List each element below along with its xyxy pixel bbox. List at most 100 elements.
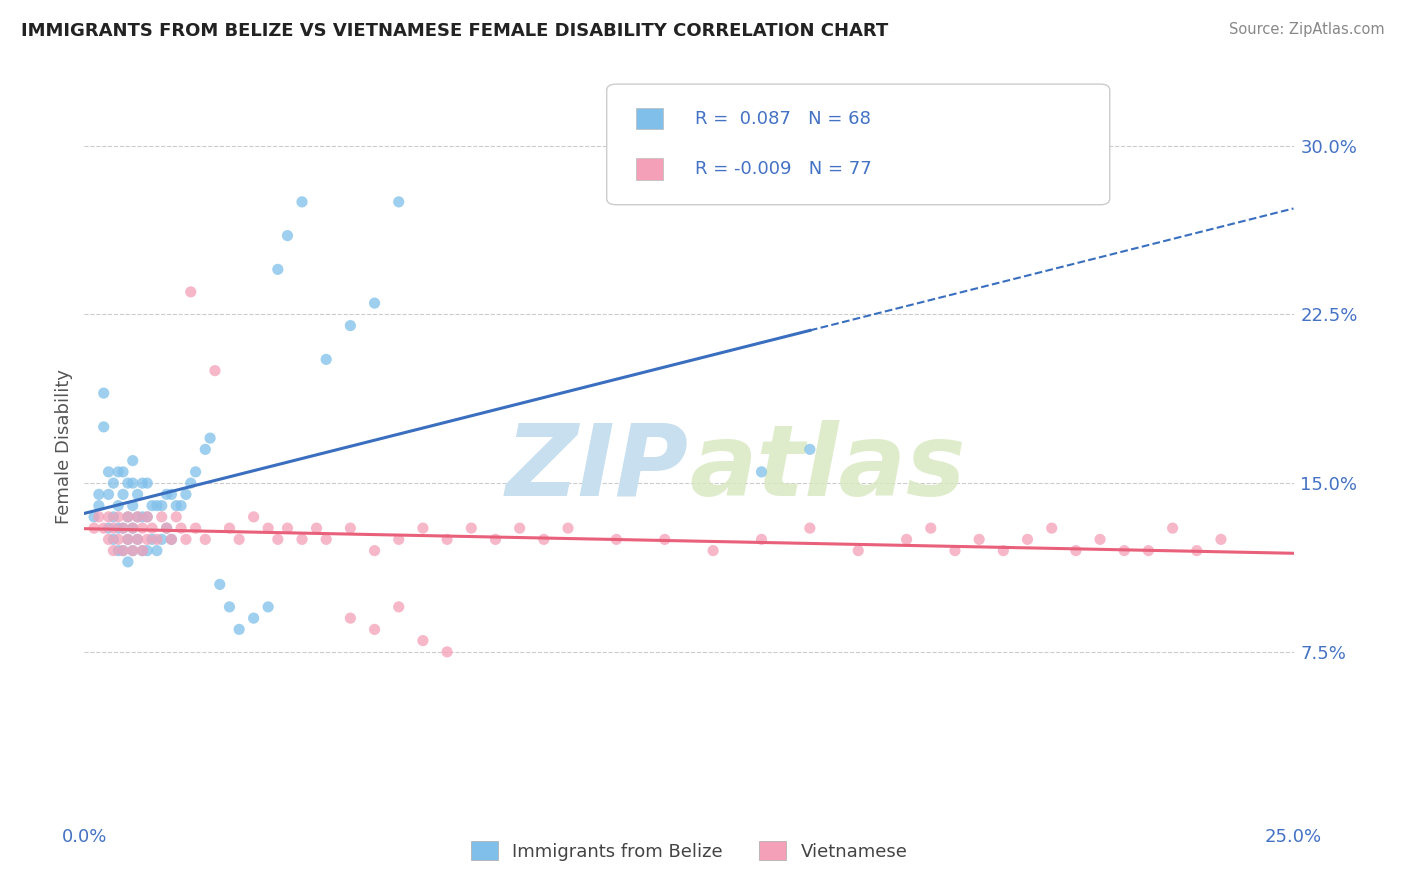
Point — [484, 533, 506, 547]
Point — [654, 533, 676, 547]
Text: atlas: atlas — [689, 420, 966, 517]
Point — [136, 509, 159, 524]
Point — [136, 543, 159, 558]
Point — [103, 543, 125, 558]
Point — [146, 499, 169, 513]
FancyBboxPatch shape — [636, 108, 664, 129]
Point — [846, 543, 869, 558]
Point — [605, 533, 627, 547]
Point — [194, 533, 217, 547]
Point — [97, 521, 120, 535]
Point — [150, 499, 173, 513]
Point — [257, 521, 280, 535]
Point — [103, 476, 125, 491]
Point — [305, 521, 328, 535]
Point — [165, 509, 187, 524]
Text: Source: ZipAtlas.com: Source: ZipAtlas.com — [1229, 22, 1385, 37]
Point — [751, 533, 773, 547]
Point — [1137, 543, 1160, 558]
Y-axis label: Female Disability: Female Disability — [55, 368, 73, 524]
Point — [131, 543, 153, 558]
Point — [127, 509, 149, 524]
FancyBboxPatch shape — [607, 84, 1109, 205]
Point — [121, 521, 143, 535]
Point — [107, 543, 129, 558]
Point — [150, 533, 173, 547]
Point — [117, 509, 139, 524]
Point — [117, 533, 139, 547]
Point — [103, 533, 125, 547]
Point — [117, 476, 139, 491]
Point — [83, 509, 105, 524]
Point — [112, 487, 135, 501]
Point — [97, 465, 120, 479]
Point — [291, 533, 314, 547]
Point — [141, 533, 163, 547]
Point — [127, 533, 149, 547]
Point — [136, 509, 159, 524]
Point — [218, 599, 240, 614]
Point — [174, 533, 197, 547]
Point — [799, 521, 821, 535]
Point — [107, 499, 129, 513]
Point — [103, 509, 125, 524]
Point — [131, 509, 153, 524]
Point — [388, 194, 411, 209]
Point — [146, 533, 169, 547]
Point — [83, 521, 105, 535]
Text: ZIP: ZIP — [506, 420, 689, 517]
Legend: Immigrants from Belize, Vietnamese: Immigrants from Belize, Vietnamese — [464, 834, 914, 868]
Point — [155, 521, 177, 535]
Point — [146, 543, 169, 558]
Point — [87, 509, 110, 524]
Point — [131, 521, 153, 535]
Point — [180, 476, 202, 491]
Point — [218, 521, 240, 535]
Point — [155, 521, 177, 535]
Point — [276, 521, 298, 535]
Point — [339, 318, 361, 333]
Point — [533, 533, 555, 547]
Point — [208, 577, 231, 591]
Point — [257, 599, 280, 614]
Point — [112, 465, 135, 479]
Point — [267, 533, 290, 547]
Point — [228, 533, 250, 547]
Point — [943, 543, 966, 558]
Point — [388, 533, 411, 547]
Point — [141, 499, 163, 513]
Point — [107, 521, 129, 535]
Point — [242, 611, 264, 625]
Point — [160, 533, 183, 547]
Point — [121, 543, 143, 558]
Point — [388, 599, 411, 614]
Point — [121, 543, 143, 558]
Point — [702, 543, 724, 558]
Point — [107, 533, 129, 547]
Point — [121, 499, 143, 513]
Point — [799, 442, 821, 457]
Point — [180, 285, 202, 299]
Point — [97, 533, 120, 547]
Point — [1209, 533, 1232, 547]
Point — [121, 453, 143, 467]
Point — [131, 543, 153, 558]
Point — [967, 533, 990, 547]
Point — [751, 465, 773, 479]
Point — [339, 611, 361, 625]
Point — [228, 623, 250, 637]
Point — [194, 442, 217, 457]
Point — [93, 386, 115, 401]
Point — [363, 623, 385, 637]
Point — [993, 543, 1015, 558]
Point — [184, 521, 207, 535]
Point — [170, 499, 193, 513]
Point — [557, 521, 579, 535]
FancyBboxPatch shape — [636, 158, 664, 179]
Point — [363, 296, 385, 310]
Point — [460, 521, 482, 535]
Point — [1185, 543, 1208, 558]
Point — [155, 487, 177, 501]
Point — [920, 521, 942, 535]
Point — [107, 509, 129, 524]
